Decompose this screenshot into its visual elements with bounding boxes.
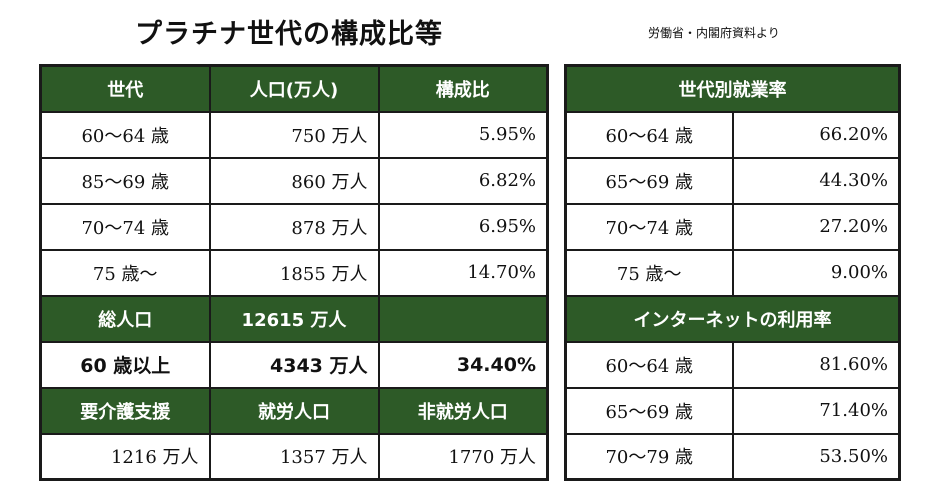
total-population-value: 12615 万人 [208, 294, 380, 343]
non-working-population-value: 1770 万人 [377, 432, 549, 481]
header-care-support: 要介護支援 [39, 386, 211, 435]
cell-generation: 60～64 歳 [39, 110, 211, 159]
population-table: 世代 人口(万人) 構成比 60～64 歳 750 万人 5.95% 85～69… [39, 64, 549, 481]
over60-row: 60 歳以上 4343 万人 34.40% [39, 340, 549, 389]
cell-rate: 71.40% [731, 386, 901, 435]
table-row: 70～79 歳 53.50% [564, 432, 901, 481]
table-row: 60～64 歳 750 万人 5.95% [39, 110, 549, 159]
table-row: 70～74 歳 27.20% [564, 202, 901, 251]
total-population-empty [377, 294, 549, 343]
cell-generation: 65～69 歳 [564, 386, 734, 435]
cell-rate: 81.60% [731, 340, 901, 389]
cell-ratio: 6.95% [377, 202, 549, 251]
cell-generation: 60～64 歳 [564, 110, 734, 159]
cell-population: 878 万人 [208, 202, 380, 251]
header-population: 人口(万人) [208, 64, 380, 113]
cell-generation: 75 歳～ [39, 248, 211, 297]
rates-table: 世代別就業率 60～64 歳 66.20% 65～69 歳 44.30% 70～… [564, 64, 901, 481]
internet-header: インターネットの利用率 [564, 294, 901, 343]
care-support-value: 1216 万人 [39, 432, 211, 481]
table-row: 70～74 歳 878 万人 6.95% [39, 202, 549, 251]
table-row: 85～69 歳 860 万人 6.82% [39, 156, 549, 205]
cell-generation: 65～69 歳 [564, 156, 734, 205]
page-title: プラチナ世代の構成比等 [135, 19, 443, 50]
total-population-label: 総人口 [39, 294, 211, 343]
internet-header-row: インターネットの利用率 [564, 294, 901, 343]
cell-population: 860 万人 [208, 156, 380, 205]
cell-rate: 27.20% [731, 202, 901, 251]
cell-generation: 70～74 歳 [39, 202, 211, 251]
header-non-working-population: 非就労人口 [377, 386, 549, 435]
table-row: 60～64 歳 66.20% [564, 110, 901, 159]
total-population-row: 総人口 12615 万人 [39, 294, 549, 343]
cell-ratio: 5.95% [377, 110, 549, 159]
cell-ratio: 6.82% [377, 156, 549, 205]
cell-rate: 66.20% [731, 110, 901, 159]
employment-header: 世代別就業率 [564, 64, 901, 113]
header-working-population: 就労人口 [208, 386, 380, 435]
over60-value: 4343 万人 [208, 340, 380, 389]
cell-rate: 53.50% [731, 432, 901, 481]
cell-generation: 75 歳～ [564, 248, 734, 297]
cell-ratio: 14.70% [377, 248, 549, 297]
bottom-values-row: 1216 万人 1357 万人 1770 万人 [39, 432, 549, 481]
cell-rate: 44.30% [731, 156, 901, 205]
table-row: 60～64 歳 81.60% [564, 340, 901, 389]
table-row: 75 歳～ 9.00% [564, 248, 901, 297]
cell-generation: 70～74 歳 [564, 202, 734, 251]
cell-generation: 70～79 歳 [564, 432, 734, 481]
table-row: 65～69 歳 71.40% [564, 386, 901, 435]
cell-rate: 9.00% [731, 248, 901, 297]
header-ratio: 構成比 [377, 64, 549, 113]
header-generation: 世代 [39, 64, 211, 113]
cell-population: 750 万人 [208, 110, 380, 159]
table-row: 65～69 歳 44.30% [564, 156, 901, 205]
over60-ratio: 34.40% [377, 340, 549, 389]
working-population-value: 1357 万人 [208, 432, 380, 481]
cell-generation: 85～69 歳 [39, 156, 211, 205]
over60-label: 60 歳以上 [39, 340, 211, 389]
bottom-header-row: 要介護支援 就労人口 非就労人口 [39, 386, 549, 435]
cell-generation: 60～64 歳 [564, 340, 734, 389]
source-note: 労働省・内閣府資料より [648, 26, 780, 40]
table-header-row: 世代 人口(万人) 構成比 [39, 64, 549, 113]
employment-header-row: 世代別就業率 [564, 64, 901, 113]
table-row: 75 歳～ 1855 万人 14.70% [39, 248, 549, 297]
cell-population: 1855 万人 [208, 248, 380, 297]
